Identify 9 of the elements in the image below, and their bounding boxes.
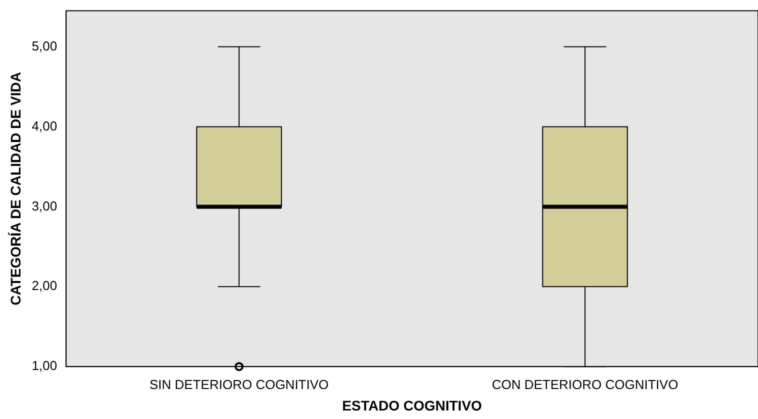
x-tick-label: CON DETERIORO COGNITIVO xyxy=(492,376,678,392)
x-tick-label: SIN DETERIORO COGNITIVO xyxy=(150,376,329,392)
y-axis-title: CATEGORÍA DE CALIDAD DE VIDA xyxy=(7,72,24,306)
y-tick-label: 4,00 xyxy=(32,118,58,134)
y-tick-label: 1,00 xyxy=(32,358,58,374)
y-tick-label: 2,00 xyxy=(32,278,58,294)
y-tick-label: 5,00 xyxy=(32,38,58,54)
y-tick-label: 3,00 xyxy=(32,198,58,214)
x-axis-title: ESTADO COGNITIVO xyxy=(342,397,482,414)
